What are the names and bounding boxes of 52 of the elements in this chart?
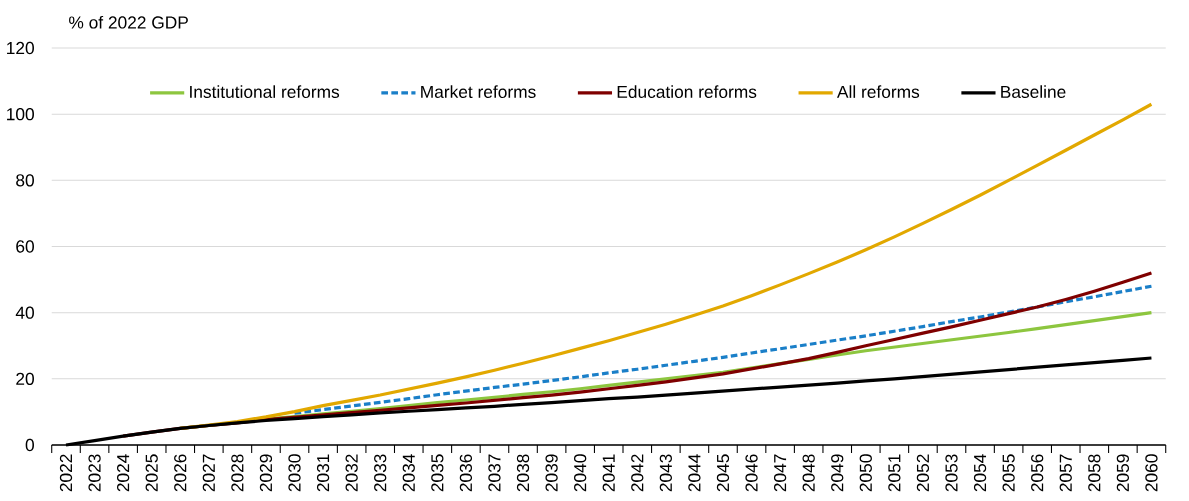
- x-tick-label: 2057: [1059, 454, 1072, 492]
- x-tick-label: 2037: [488, 454, 501, 492]
- x-tick-label: 2041: [602, 454, 615, 492]
- x-tick-label: 2043: [659, 454, 672, 492]
- y-tick-label: 120: [7, 41, 34, 55]
- x-tick-label: 2040: [574, 454, 587, 492]
- x-tick-label: 2030: [288, 454, 301, 492]
- x-tick-label: 2033: [374, 454, 387, 492]
- x-tick-label: 2051: [888, 454, 901, 492]
- x-tick-label: 2055: [1002, 454, 1015, 492]
- x-tick-label: 2035: [431, 454, 444, 492]
- x-tick-label: 2049: [831, 454, 844, 492]
- y-tick-label: 100: [7, 108, 34, 121]
- y-tick-label: 60: [16, 240, 34, 253]
- x-tick-label: 2044: [688, 454, 701, 492]
- x-tick-label: 2058: [1088, 454, 1101, 492]
- legend-label: Market reforms: [421, 85, 536, 99]
- x-tick-label: 2032: [345, 454, 358, 492]
- x-tick-label: 2047: [773, 454, 787, 492]
- x-tick-label: 2039: [545, 454, 558, 492]
- legend-label: All reforms: [837, 85, 920, 99]
- x-tick-label: 2026: [174, 454, 187, 492]
- x-tick-label: 2054: [973, 454, 987, 492]
- legend-label: Education reforms: [617, 85, 757, 99]
- y-tick-label: 80: [16, 174, 34, 187]
- x-tick-label: 2045: [716, 454, 730, 492]
- x-tick-label: 2027: [202, 454, 215, 492]
- x-tick-label: 2029: [259, 454, 273, 492]
- x-tick-label: 2024: [116, 454, 130, 492]
- legend-label: Baseline: [1001, 85, 1066, 99]
- x-tick-label: 2036: [459, 454, 473, 492]
- y-tick-label: 20: [16, 372, 34, 385]
- y-tick-label: 40: [15, 306, 34, 319]
- x-tick-label: 2028: [231, 454, 244, 492]
- x-tick-label: 2053: [945, 454, 958, 492]
- x-tick-label: 2023: [88, 454, 101, 492]
- x-tick-label: 2038: [516, 454, 530, 492]
- x-tick-label: 2050: [859, 454, 872, 492]
- x-tick-label: 2048: [802, 454, 815, 492]
- y-axis-title: % of 2022 GDP: [69, 15, 188, 29]
- x-tick-label: 2031: [316, 454, 330, 492]
- x-tick-label: 2060: [1145, 454, 1158, 492]
- y-tick-label: 0: [25, 438, 34, 452]
- x-tick-label: 2046: [745, 454, 758, 492]
- x-tick-label: 2022: [59, 454, 73, 492]
- x-tick-label: 2034: [402, 454, 415, 492]
- x-tick-label: 2025: [145, 454, 158, 492]
- legend-label: Institutional reforms: [190, 85, 340, 99]
- x-tick-label: 2059: [1116, 454, 1130, 492]
- x-tick-label: 2042: [631, 454, 644, 492]
- x-tick-label: 2056: [1031, 454, 1044, 492]
- x-tick-label: 2052: [916, 454, 930, 492]
